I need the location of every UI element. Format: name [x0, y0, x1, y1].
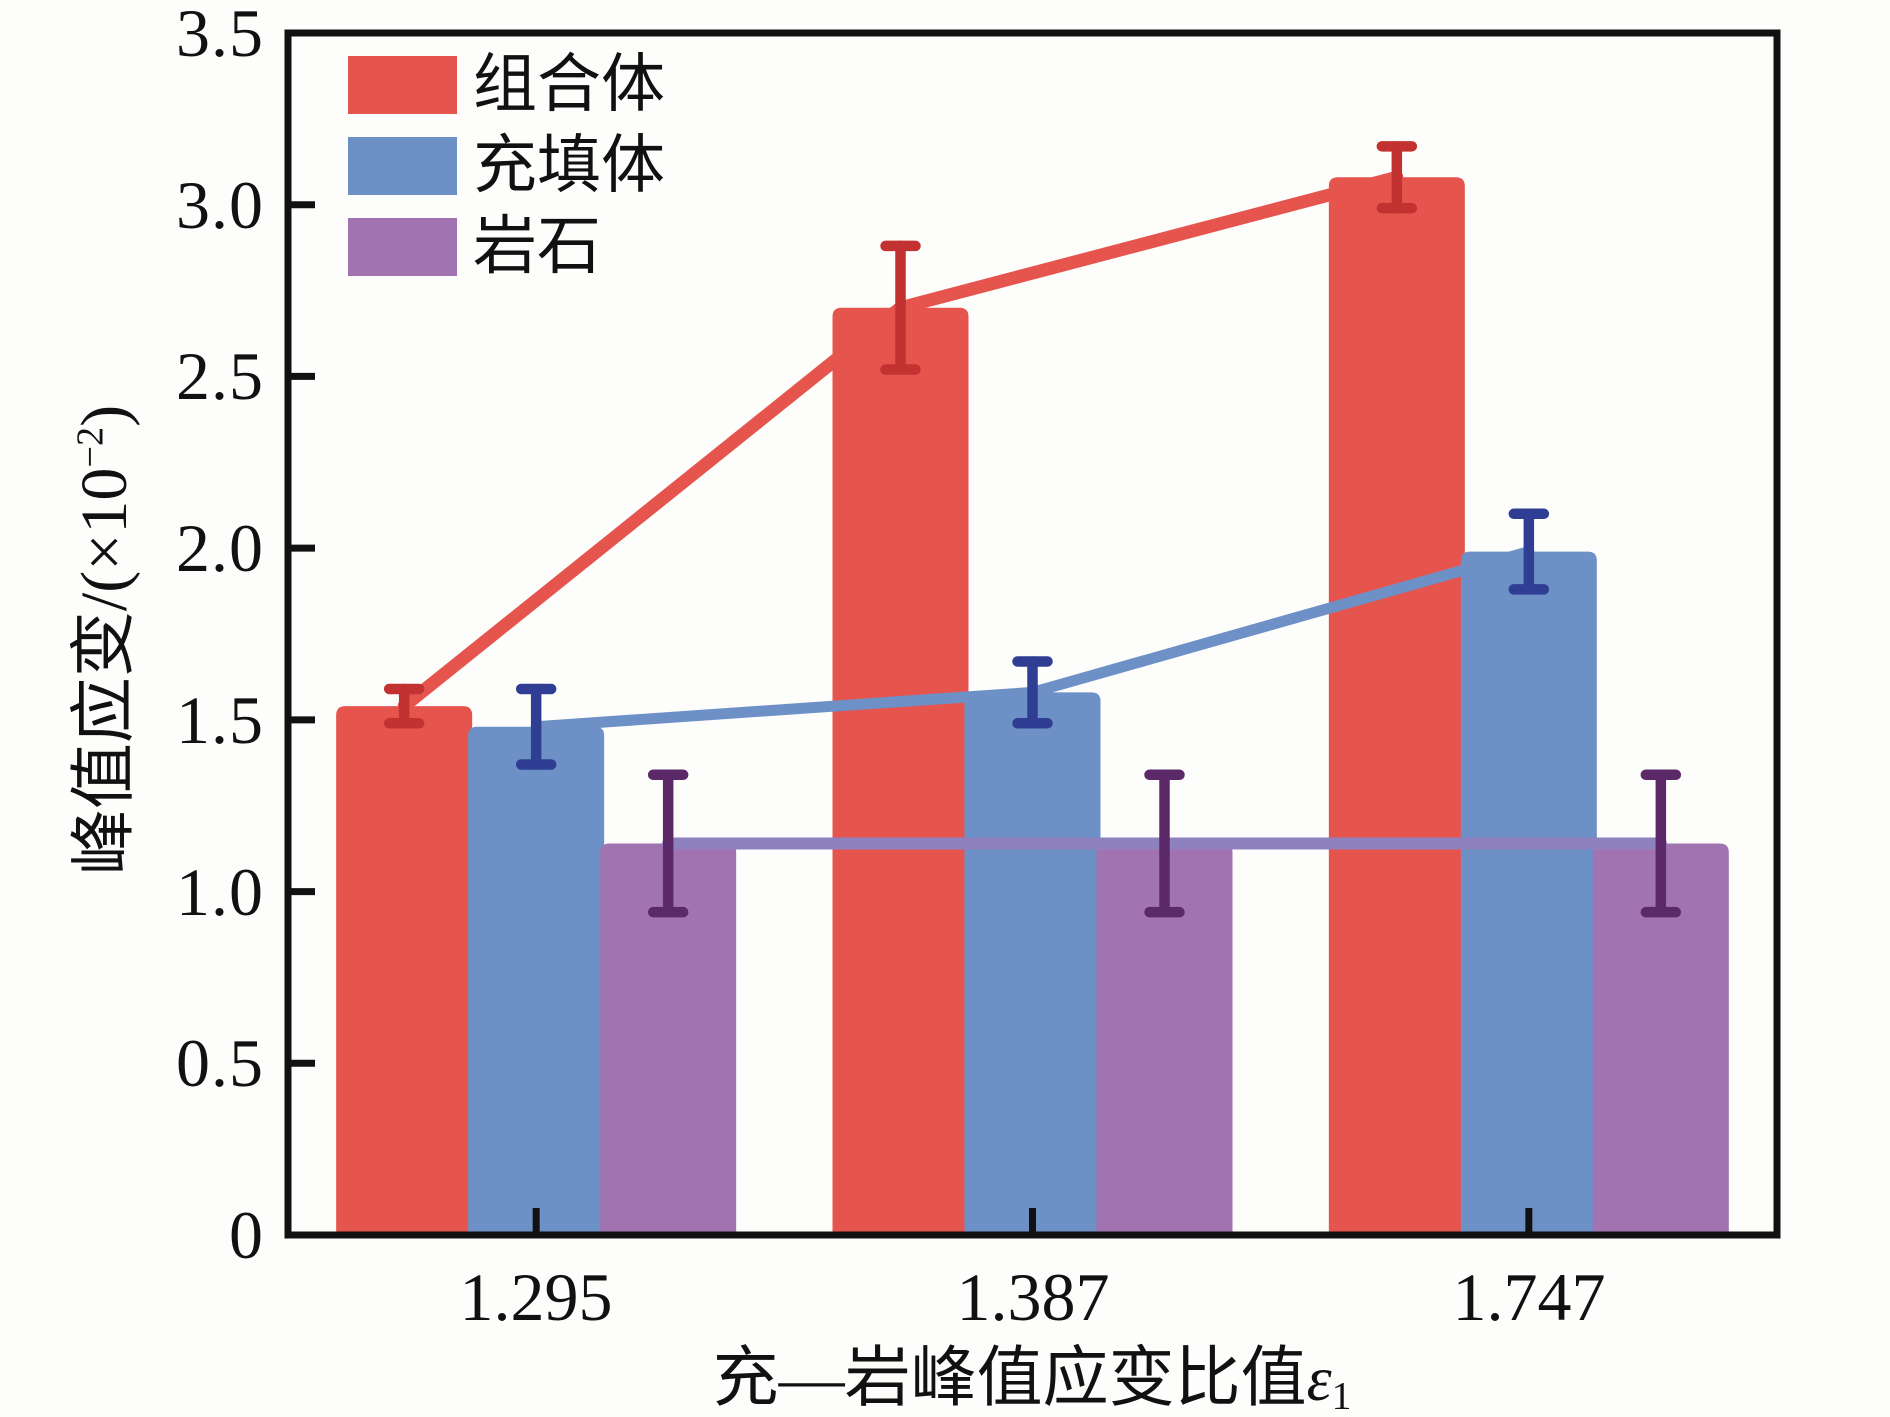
y-tick-label: 1.0 [176, 854, 264, 930]
y-axis-title-superscript: −2 [69, 426, 112, 468]
x-tick-label: 1.747 [1452, 1259, 1606, 1335]
legend-label-rock: 岩石 [473, 211, 601, 282]
bar-series2-group2 [1592, 843, 1729, 1235]
error-bar-series2-group1 [1144, 769, 1185, 918]
legend-item-rock: 岩石 [348, 211, 665, 282]
y-tick-label: 1.5 [176, 682, 264, 758]
bar-series0-group1 [832, 307, 969, 1235]
legend-swatch-rock [348, 218, 457, 276]
bar-series0-group0 [336, 706, 473, 1235]
epsilon-subscript: 1 [1331, 1373, 1352, 1417]
y-tick-label: 0.5 [176, 1025, 264, 1101]
bar-series1-group1 [964, 692, 1101, 1235]
plot-frame [284, 29, 1781, 1239]
error-bar-series2-group0 [647, 769, 689, 918]
error-bar-series1-group0 [515, 683, 557, 770]
legend-swatch-backfill [348, 137, 457, 195]
bar-series0-group2 [1328, 177, 1465, 1236]
y-tick-label: 3.5 [176, 0, 264, 71]
legend-swatch-combined-body [348, 56, 457, 114]
x-axis-title-text: 充—岩峰值应变比值 [712, 1342, 1307, 1415]
error-bar-series2-group2 [1640, 769, 1682, 918]
y-tick-label: 2.5 [176, 338, 264, 414]
y-axis-title: 峰值应变/(×10−2) [50, 405, 146, 875]
legend-item-combined-body: 组合体 [348, 49, 665, 120]
x-tick-label: 1.295 [459, 1259, 613, 1335]
bar-series1-group2 [1460, 551, 1597, 1235]
bar-series1-group0 [468, 726, 605, 1235]
y-tick-label: 3.0 [176, 167, 264, 243]
y-tick-label: 0 [229, 1197, 264, 1273]
error-bar-series0-group0 [383, 683, 425, 729]
epsilon-symbol: ε [1306, 1344, 1332, 1414]
x-axis-title: 充—岩峰值应变比值ε1 [713, 1324, 1352, 1417]
error-bar-series0-group1 [880, 240, 921, 375]
error-bar-series1-group2 [1508, 508, 1550, 595]
x-tick-label: 1.387 [956, 1259, 1110, 1335]
y-axis-title-text: 峰值应变/(×10 [68, 467, 141, 876]
bar-series2-group0 [600, 843, 737, 1235]
error-bar-series0-group2 [1376, 141, 1418, 214]
legend-item-backfill: 充填体 [348, 130, 665, 201]
legend-label-combined-body: 组合体 [473, 49, 665, 120]
legend: 组合体 充填体 岩石 [348, 49, 665, 299]
bar-series2-group1 [1096, 843, 1233, 1235]
y-axis-title-close: ) [68, 404, 141, 427]
legend-label-backfill: 充填体 [473, 130, 665, 201]
error-bar-series1-group1 [1012, 656, 1053, 729]
y-tick-label: 2.0 [176, 510, 264, 586]
